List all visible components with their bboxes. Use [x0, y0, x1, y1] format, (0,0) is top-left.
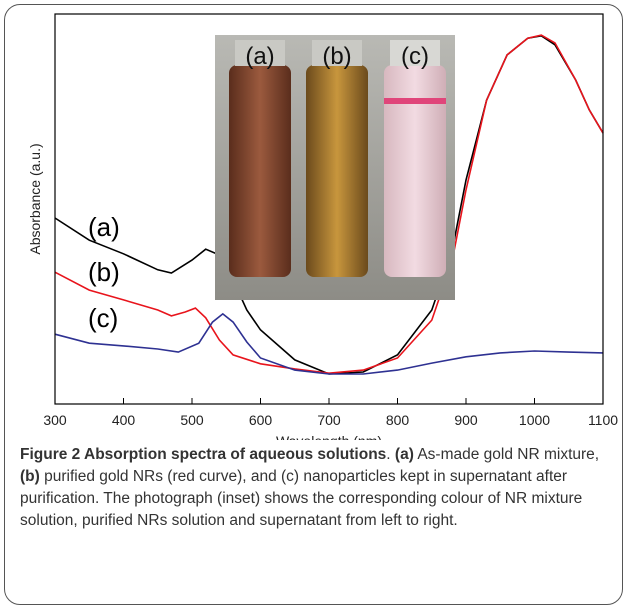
caption-segment: purified gold NRs (red curve), and (c) n…	[20, 468, 587, 529]
inset-label: (c)	[401, 43, 429, 70]
vial-meniscus	[384, 98, 446, 104]
x-axis-label: Wavelength (nm)	[276, 433, 382, 440]
caption-segment: Figure 2 Absorption spectra of aqueous s…	[20, 446, 387, 463]
chart: (a) (b) (c) (a) (b) (c) 300 400 500 600 700 800 900 1…	[27, 13, 618, 440]
caption: Figure 2 Absorption spectra of aqueous s…	[20, 444, 610, 532]
x-tick-label: 900	[454, 412, 478, 428]
vial	[306, 65, 368, 277]
series-line	[54, 312, 604, 375]
x-tick-label: 400	[112, 412, 136, 428]
x-tick-label: 700	[317, 412, 341, 428]
inset-label: (b)	[322, 43, 351, 70]
vial	[229, 65, 291, 277]
curve-label: (b)	[88, 257, 120, 287]
inset-photo	[215, 35, 455, 300]
caption-segment: (b)	[20, 468, 40, 485]
vial-neck	[312, 40, 362, 66]
x-tick-label: 1100	[588, 412, 618, 428]
inset-label: (a)	[245, 43, 274, 70]
series-line	[54, 34, 604, 375]
figure-frame	[4, 4, 623, 605]
curve-label: (a)	[88, 212, 120, 242]
x-tick-label: 800	[386, 412, 410, 428]
caption-segment: (a)	[394, 446, 414, 463]
x-tick-label: 300	[43, 412, 67, 428]
vial-neck	[390, 40, 440, 66]
x-tick-label: 600	[249, 412, 273, 428]
caption-segment: As-made gold NR mixture,	[413, 446, 604, 463]
curve-label: (c)	[88, 303, 118, 333]
y-axis-label: Absorbance (a.u.)	[27, 143, 43, 254]
vial-neck	[235, 40, 285, 66]
x-tick-label: 500	[180, 412, 204, 428]
vial	[384, 65, 446, 277]
caption-segment: .	[386, 446, 395, 463]
x-tick-label: 1000	[519, 412, 550, 428]
